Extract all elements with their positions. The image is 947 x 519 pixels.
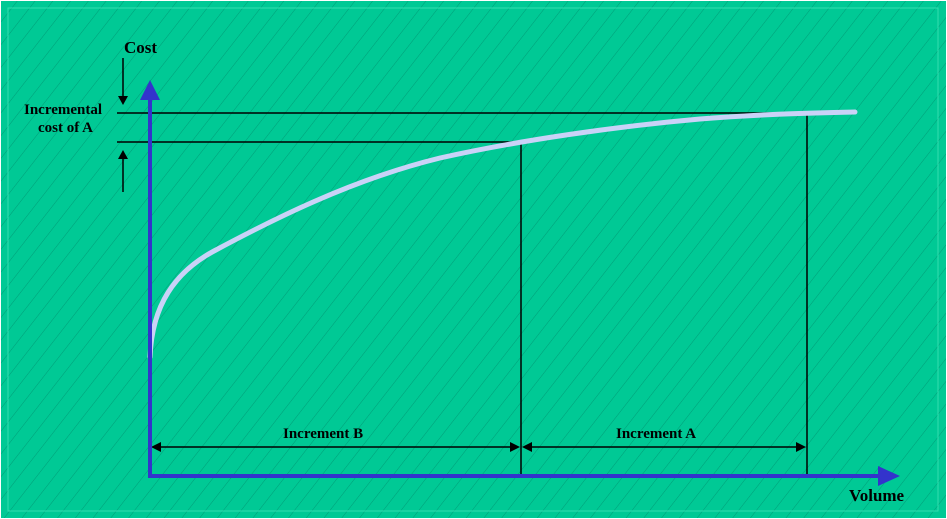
increment-a-label: Increment A (616, 426, 697, 442)
incremental-cost-arrow-down-icon (118, 58, 128, 105)
x-axis-label: Volume (849, 486, 905, 505)
x-axis (148, 466, 900, 486)
incremental-cost-label-line2: cost of A (38, 120, 93, 136)
y-axis (140, 80, 160, 478)
y-axis-arrowhead-icon (140, 80, 160, 100)
x-axis-arrowhead-icon (878, 466, 900, 486)
incremental-cost-label-line1: Incremental (24, 102, 103, 118)
increment-a-dimension-icon (522, 442, 806, 452)
panel-border (7, 7, 939, 512)
increment-b-label: Increment B (283, 426, 364, 442)
increment-b-dimension-icon (151, 442, 520, 452)
cost-curve (147, 109, 858, 360)
y-axis-label: Cost (124, 38, 158, 57)
incremental-cost-arrow-up-icon (118, 150, 128, 192)
